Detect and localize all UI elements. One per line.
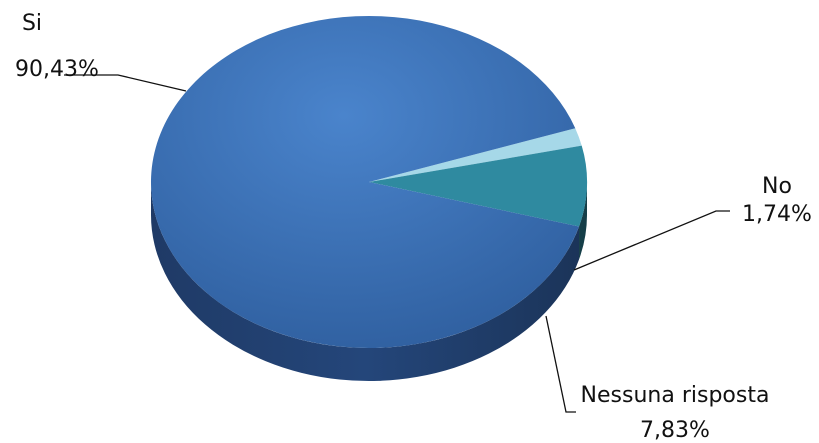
leader-nessuna <box>546 316 576 412</box>
label-no-percent: 1,74% <box>742 202 812 227</box>
label-si-name: Si <box>22 11 42 36</box>
leader-no <box>574 211 730 270</box>
label-no-name: No <box>762 174 792 199</box>
label-si-percent: 90,43% <box>15 57 99 82</box>
label-nessuna-name: Nessuna risposta <box>581 383 770 408</box>
label-nessuna-percent: 7,83% <box>640 418 710 443</box>
pie-top-layer <box>151 16 587 348</box>
